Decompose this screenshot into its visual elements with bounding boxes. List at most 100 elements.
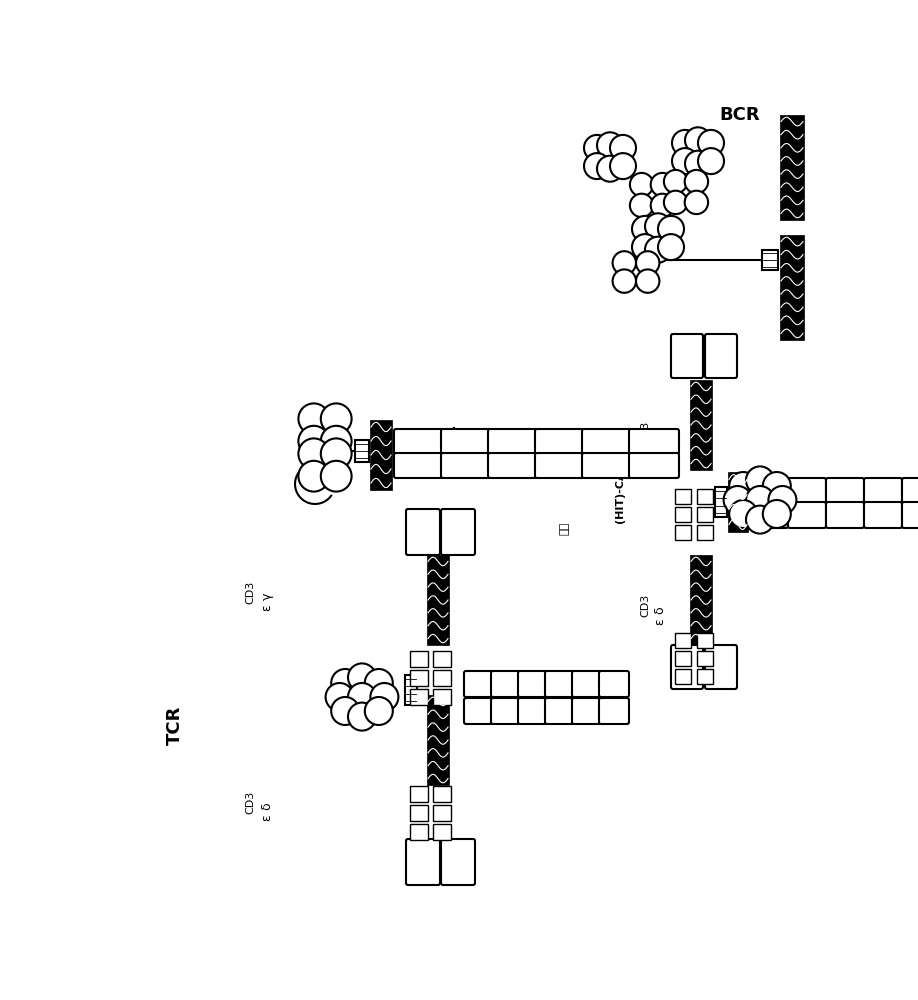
Bar — [675, 633, 691, 648]
Text: ε: ε — [261, 815, 274, 821]
Bar — [675, 669, 691, 684]
FancyBboxPatch shape — [582, 429, 632, 454]
Circle shape — [298, 438, 330, 469]
Circle shape — [348, 683, 376, 711]
Circle shape — [664, 170, 688, 193]
FancyBboxPatch shape — [441, 839, 475, 885]
Circle shape — [331, 697, 359, 725]
Circle shape — [746, 466, 774, 494]
Circle shape — [632, 216, 658, 242]
FancyBboxPatch shape — [671, 645, 703, 689]
FancyBboxPatch shape — [491, 671, 521, 697]
FancyBboxPatch shape — [705, 645, 737, 689]
Circle shape — [664, 191, 688, 214]
FancyBboxPatch shape — [545, 671, 575, 697]
Circle shape — [326, 683, 353, 711]
FancyBboxPatch shape — [599, 671, 629, 697]
Circle shape — [298, 426, 330, 457]
Circle shape — [348, 703, 376, 731]
Text: δ: δ — [654, 606, 666, 614]
FancyBboxPatch shape — [629, 429, 679, 454]
Bar — [697, 525, 713, 540]
Circle shape — [746, 486, 774, 514]
Bar — [697, 651, 713, 666]
Circle shape — [698, 130, 724, 156]
Bar — [410, 805, 428, 821]
Bar — [715, 487, 727, 517]
Circle shape — [612, 269, 636, 293]
FancyBboxPatch shape — [464, 671, 494, 697]
Circle shape — [632, 234, 658, 260]
FancyBboxPatch shape — [864, 478, 902, 504]
FancyBboxPatch shape — [750, 502, 788, 528]
Bar — [433, 651, 451, 667]
FancyBboxPatch shape — [902, 502, 918, 528]
Bar — [780, 115, 804, 220]
Bar — [675, 507, 691, 522]
Bar — [410, 689, 428, 705]
Circle shape — [658, 216, 684, 242]
Text: (HIT)-CAR: (HIT)-CAR — [615, 461, 625, 523]
Circle shape — [630, 194, 654, 217]
Circle shape — [729, 472, 757, 500]
Circle shape — [763, 500, 790, 528]
Bar — [370, 420, 392, 490]
Circle shape — [768, 486, 797, 514]
Bar — [355, 440, 369, 462]
Bar — [433, 805, 451, 821]
Bar — [690, 380, 712, 470]
Text: ε: ε — [654, 619, 666, 625]
FancyBboxPatch shape — [826, 478, 864, 504]
FancyBboxPatch shape — [535, 453, 585, 478]
Circle shape — [645, 237, 671, 263]
FancyBboxPatch shape — [518, 671, 548, 697]
FancyBboxPatch shape — [582, 453, 632, 478]
Bar — [427, 695, 449, 785]
Bar — [433, 670, 451, 686]
FancyBboxPatch shape — [826, 502, 864, 528]
FancyBboxPatch shape — [394, 429, 444, 454]
Circle shape — [584, 153, 610, 179]
FancyBboxPatch shape — [629, 453, 679, 478]
Circle shape — [612, 251, 636, 275]
Bar — [697, 507, 713, 522]
Circle shape — [610, 135, 636, 161]
Bar — [697, 633, 713, 648]
Circle shape — [746, 506, 774, 534]
Circle shape — [672, 148, 698, 174]
Circle shape — [364, 697, 393, 725]
FancyBboxPatch shape — [518, 698, 548, 724]
Circle shape — [685, 127, 711, 153]
Bar — [427, 555, 449, 645]
Circle shape — [763, 472, 790, 500]
Circle shape — [298, 403, 330, 434]
Circle shape — [630, 173, 654, 196]
Circle shape — [348, 663, 376, 691]
FancyBboxPatch shape — [488, 429, 538, 454]
Text: CD3: CD3 — [640, 593, 650, 617]
Circle shape — [331, 669, 359, 697]
FancyBboxPatch shape — [750, 478, 788, 504]
Circle shape — [651, 194, 674, 217]
Text: CD3: CD3 — [245, 790, 255, 814]
Bar — [433, 824, 451, 840]
FancyBboxPatch shape — [406, 509, 440, 555]
FancyBboxPatch shape — [572, 698, 602, 724]
FancyBboxPatch shape — [599, 698, 629, 724]
Circle shape — [698, 148, 724, 174]
FancyBboxPatch shape — [705, 334, 737, 378]
Circle shape — [610, 153, 636, 179]
Circle shape — [685, 191, 708, 214]
FancyBboxPatch shape — [902, 478, 918, 504]
Circle shape — [723, 486, 752, 514]
Bar — [410, 786, 428, 802]
Bar — [405, 675, 417, 705]
Circle shape — [651, 173, 674, 196]
FancyBboxPatch shape — [491, 698, 521, 724]
Text: γ: γ — [654, 433, 666, 441]
FancyBboxPatch shape — [488, 453, 538, 478]
FancyBboxPatch shape — [464, 698, 494, 724]
Text: TCR: TCR — [166, 705, 184, 745]
FancyBboxPatch shape — [671, 334, 703, 378]
FancyBboxPatch shape — [535, 429, 585, 454]
